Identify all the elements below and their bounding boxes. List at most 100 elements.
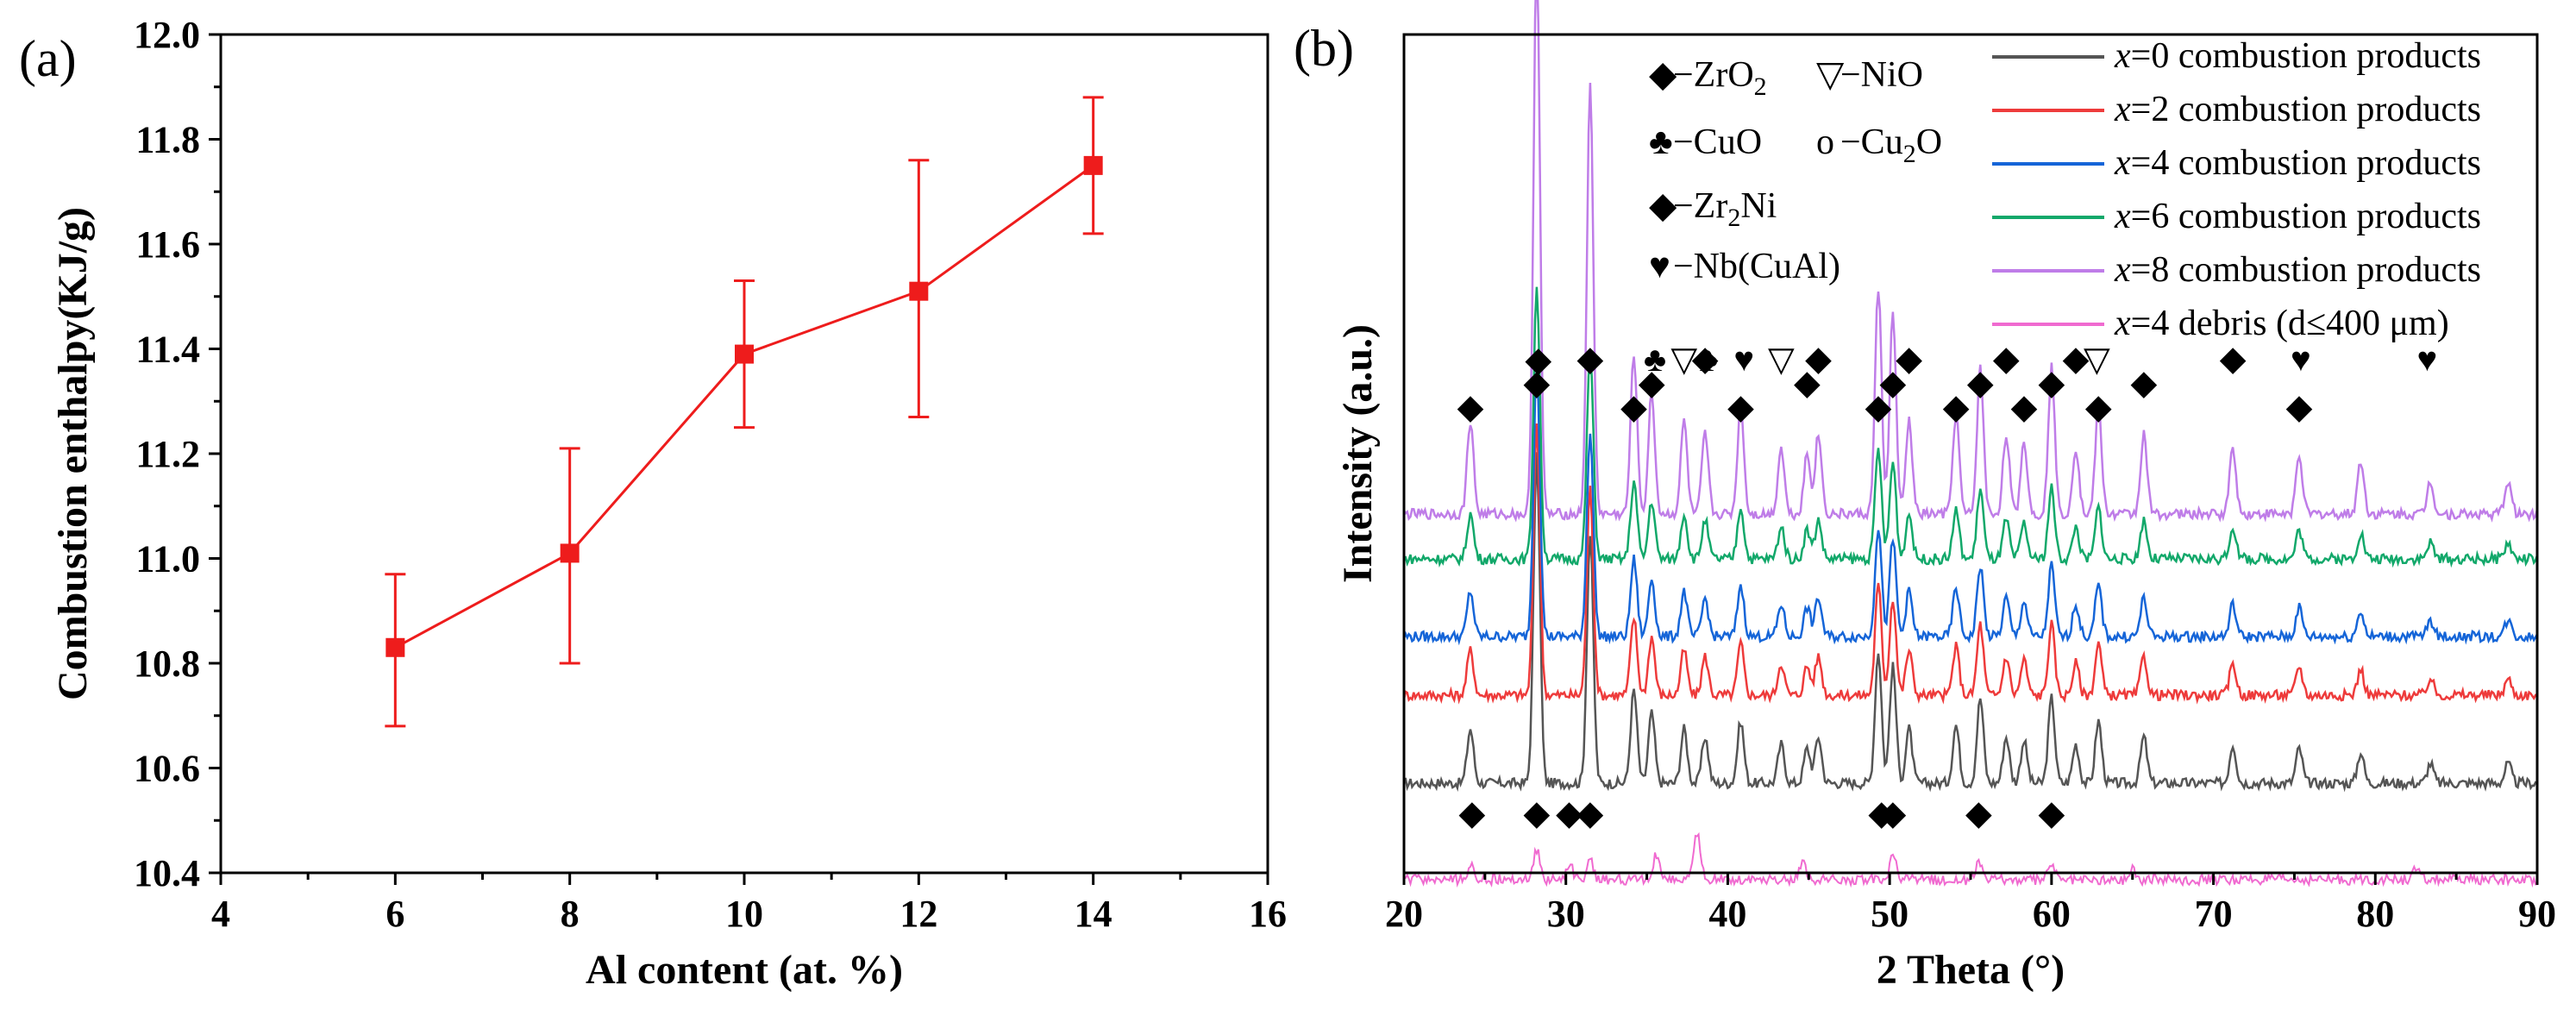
legend-entry: x=2 combustion products	[2114, 90, 2481, 129]
phase-nbcual-label: −Nb(CuAl)	[1673, 247, 1840, 286]
phase-cu2o-label: −Cu2O	[1840, 122, 1942, 168]
debris-peak-marker: ◆	[1965, 793, 1992, 832]
y-tick-label-a: 11.6	[135, 223, 200, 266]
x-tick-label-b: 80	[2356, 893, 2394, 935]
x-tick-label-a: 12	[899, 893, 937, 935]
series-legend: x=0 combustion products x=2 combustion pr…	[1992, 36, 2481, 343]
debris-peak-marker: ◆	[1556, 793, 1583, 832]
x-tick-label-a: 14	[1075, 893, 1113, 935]
xrd-curve	[1403, 452, 2538, 793]
phase-nio-label: −NiO	[1840, 55, 1923, 95]
x-tick-label-a: 10	[725, 893, 763, 935]
debris-peak-marker: ◆	[2038, 793, 2065, 832]
phase-peak-marker: ♣	[1644, 340, 1666, 379]
x-tick-label-a: 8	[561, 893, 580, 935]
zro2-peak-marker: ◆	[1576, 339, 1603, 378]
debris-peak-marker: ◆	[1524, 793, 1551, 832]
y-axis-label-a: Combustion enthalpy(KJ/g)	[50, 207, 96, 700]
y-tick-label-a: 11.0	[135, 538, 200, 580]
x-tick-label-a: 16	[1249, 893, 1287, 935]
zro2-peak-marker: ◆	[1896, 339, 1922, 378]
phase-nbcual-symbol: ♥	[1649, 247, 1670, 286]
legend-entry: x=0 combustion products	[2114, 36, 2481, 76]
zro2-peak-marker: ◆	[1692, 339, 1719, 378]
data-point	[385, 637, 405, 657]
phase-peak-marker: ▽	[1768, 340, 1795, 379]
x-ticks-a: 4 6 8 10 12 14 16	[211, 873, 1287, 935]
legend-entry: x=4 debris (d≤400 μm)	[2114, 304, 2449, 343]
x-tick-label-b: 60	[2033, 893, 2071, 935]
phase-zro2-label: −ZrO2	[1673, 55, 1767, 101]
x-axis-label-b: 2 Theta (°)	[1877, 947, 2065, 993]
panel-b: (b) ◆◆◆◆◆◆◆◆◆◆◆◆◆◆◆◆◆◆◆◆◆◆◆ ♣ ▽♣ ♥ ▽ ▽ ♥ ♥◆ ◆ ◆◆ ◆…	[1294, 0, 2556, 993]
xrd-curve	[1402, 0, 2539, 523]
data-points-a	[385, 155, 1103, 657]
zro2-peak-marker: ◆	[2085, 387, 2112, 426]
data-point	[735, 344, 754, 364]
legend-entry: x=8 combustion products	[2114, 250, 2481, 290]
zro2-peak-marker: ◆	[1880, 363, 1907, 402]
x-axis-label-a: Al content (at. %)	[586, 947, 903, 993]
zro2-peak-marker: ◆	[1993, 339, 2020, 378]
phase-cuo-label: −CuO	[1673, 122, 1762, 162]
legend-entry: x=6 combustion products	[2114, 197, 2481, 236]
debris-peak-marker: ◆	[1576, 793, 1603, 832]
x-ticks-b: 20 30 40 50 60 70 80 90	[1385, 873, 2556, 935]
y-tick-label-a: 11.8	[135, 119, 200, 161]
zro2-peak-marker: ◆	[2220, 339, 2247, 378]
data-point	[909, 281, 929, 301]
phase-peak-marker: ◆	[1525, 340, 1551, 379]
zro2-peak-marker: ◆	[1943, 387, 1970, 426]
zro2-peak-marker: ◆	[1457, 387, 1484, 426]
debris-peak-marker: ◆	[1880, 793, 1907, 832]
x-tick-label-b: 70	[2195, 893, 2233, 935]
panel-a-label: (a)	[19, 30, 77, 87]
x-tick-label-b: 90	[2518, 893, 2556, 935]
legend-entry: x=4 combustion products	[2114, 143, 2481, 183]
phase-zro2-symbol: ◆	[1649, 55, 1677, 95]
phase-peak-marker: ♣	[1695, 340, 1718, 379]
zro2-peak-marker: ◆	[1805, 339, 1832, 378]
peak-annotations: ◆◆◆◆◆◆◆◆◆◆◆◆◆◆◆◆◆◆◆◆◆◆◆ ♣ ▽♣ ♥ ▽ ▽ ♥ ♥◆ ◆ ◆◆ ◆◆ ◆ ◆	[1457, 339, 2438, 832]
y-tick-label-a: 11.2	[135, 433, 200, 475]
y-tick-label-a: 10.8	[134, 643, 200, 685]
xrd-curve	[1402, 423, 2538, 705]
y-ticks-a: 10.4 10.6 10.8 11.0 11.2 11.4 11.6 11.8 12.0	[134, 14, 221, 894]
y-tick-label-a: 10.6	[134, 748, 200, 790]
zro2-peak-marker: ◆	[1524, 363, 1551, 402]
phase-peak-marker: ▽	[2084, 340, 2110, 379]
phase-cuo-symbol: ♣	[1649, 122, 1673, 162]
phase-peak-marker: ♥	[2291, 340, 2311, 379]
zro2-peak-marker: ◆	[2011, 387, 2038, 426]
xrd-curve	[1402, 369, 2539, 646]
xrd-curves	[1402, 0, 2539, 888]
x-tick-label-b: 50	[1871, 893, 1908, 935]
phase-cu2o-symbol: o	[1816, 122, 1834, 162]
phase-legend: ◆ −ZrO2 ▽ −NiO ♣ −CuO o −Cu2O ◆ −Zr2Ni ♥…	[1649, 55, 1942, 286]
zro2-peak-marker: ◆	[1639, 363, 1665, 402]
phase-peak-marker: ♥	[2416, 340, 2437, 379]
panel-b-label: (b)	[1294, 20, 1354, 77]
plot-a-frame	[219, 33, 1269, 875]
debris-peak-marker: ◆	[1868, 793, 1895, 832]
zro2-peak-marker: ◆	[1865, 387, 1892, 426]
debris-peak-marker: ◆	[1458, 793, 1485, 832]
x-tick-label-a: 4	[211, 893, 230, 935]
x-tick-label-b: 30	[1547, 893, 1585, 935]
x-tick-label-b: 20	[1385, 893, 1423, 935]
x-tick-label-a: 6	[385, 893, 404, 935]
zro2-peak-marker: ◆	[1967, 363, 1994, 402]
data-point	[560, 543, 580, 563]
zro2-peak-marker: ◆	[2038, 363, 2065, 402]
zro2-peak-marker: ◆	[1794, 363, 1821, 402]
panel-a: (a) 4 6 8 10 12 14 16 10.4 10.6 10.8 11.0 11.2 11.4…	[19, 14, 1287, 993]
data-point	[1083, 155, 1103, 175]
zro2-peak-marker: ◆	[2130, 363, 2157, 402]
y-tick-label-a: 12.0	[134, 14, 200, 56]
phase-zr2ni-symbol: ◆	[1649, 186, 1677, 226]
error-bars-a	[385, 96, 1104, 728]
zro2-peak-marker: ◆	[2286, 387, 2313, 426]
zro2-peak-marker: ◆	[1620, 387, 1647, 426]
phase-peak-marker: ▽	[1670, 340, 1697, 379]
